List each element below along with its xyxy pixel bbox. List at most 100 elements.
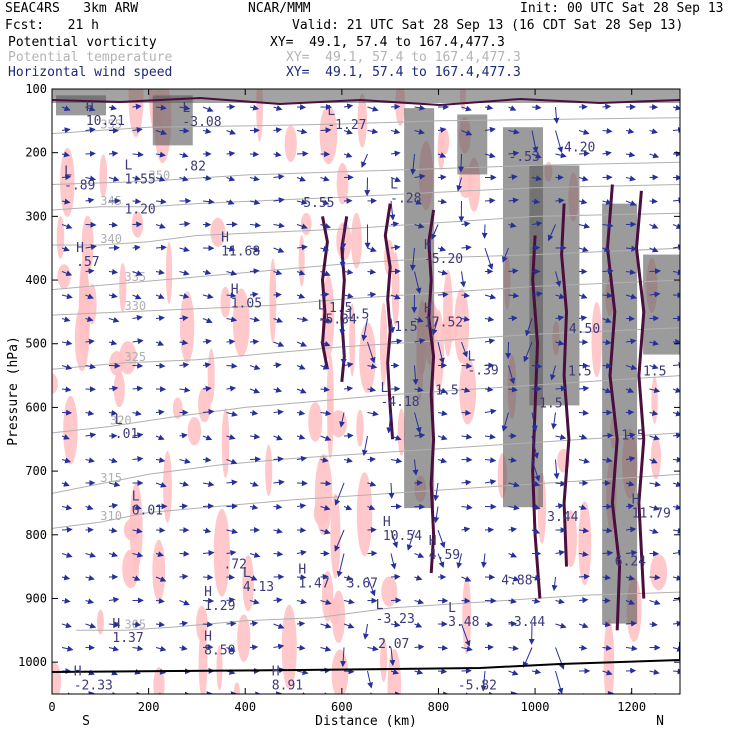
pv-tropopause-contour xyxy=(52,96,680,107)
wind-vector xyxy=(320,573,329,580)
pv-contour-label-5: 1.5 xyxy=(568,365,591,380)
wind-vector xyxy=(672,244,680,251)
theta-contour-9 xyxy=(52,161,680,185)
wind-vector xyxy=(226,597,236,604)
wind-vector xyxy=(132,175,141,182)
theta-contour-1 xyxy=(52,473,680,529)
forecast-hour: Fcst: 21 h xyxy=(5,18,99,33)
hl-letter-36: H xyxy=(204,585,212,600)
wind-vector xyxy=(484,316,495,323)
wind-vector xyxy=(343,152,353,158)
pv-fill-patch xyxy=(308,402,323,442)
wind-vector xyxy=(132,621,142,628)
wind-vector xyxy=(61,127,71,134)
wind-vector xyxy=(296,574,307,581)
pv-fill-patch xyxy=(232,288,250,357)
wind-vector xyxy=(602,199,613,205)
pv-fill-patch xyxy=(313,500,329,526)
wind-vector xyxy=(132,410,142,417)
wind-vector xyxy=(484,457,497,464)
pv-fill-patch xyxy=(443,270,453,357)
pv-fill-patch xyxy=(437,128,445,170)
y-tick-label-7: 800 xyxy=(25,528,47,542)
wind-vector xyxy=(508,292,520,299)
hl-value-0: 10.21 xyxy=(86,114,125,129)
hl-letter-13: L xyxy=(318,298,326,313)
wind-vector xyxy=(202,550,215,556)
wind-vector xyxy=(414,271,422,295)
pv-contour-label-1: 1.5 xyxy=(346,307,369,322)
pv-fill-patch xyxy=(187,417,202,446)
pv-fill-patch xyxy=(265,444,273,497)
wind-vector xyxy=(202,481,215,487)
pv-fill-patch xyxy=(651,376,658,424)
wind-vector xyxy=(273,479,285,486)
hl-letter-3: H xyxy=(76,241,84,256)
wind-vector xyxy=(132,126,143,133)
wind-vector xyxy=(179,481,190,487)
wind-vector xyxy=(431,224,439,240)
wind-vector xyxy=(132,385,144,392)
wind-vector xyxy=(249,481,259,487)
wind-vector xyxy=(414,622,423,628)
hl-value-9: 1.05 xyxy=(231,297,262,312)
pv-fill-patch xyxy=(356,409,364,447)
wind-vector xyxy=(531,175,542,182)
field-xy-pv: XY= 49.1, 57.4 to 167.4,477.3 xyxy=(270,35,505,50)
terrain-line xyxy=(52,642,680,673)
pv-fill-patch xyxy=(52,662,62,694)
wind-vector xyxy=(672,456,680,463)
wind-vector xyxy=(179,599,190,606)
hl-value-26: 4.59 xyxy=(429,548,460,563)
wind-vector xyxy=(320,528,331,535)
wind-vector xyxy=(625,200,637,206)
hl-value-34: 6.24 xyxy=(615,554,646,569)
wind-vector xyxy=(179,315,189,322)
wind-vector xyxy=(67,692,74,694)
wind-vector xyxy=(461,645,473,652)
wind-vector xyxy=(410,153,417,176)
wind-vector xyxy=(625,526,637,533)
wind-vector xyxy=(578,527,590,534)
wind-vector xyxy=(461,244,472,251)
wind-vector xyxy=(555,434,567,441)
wind-vector xyxy=(226,338,236,345)
hl-value-37: 8.50 xyxy=(204,644,235,659)
wind-vector xyxy=(484,433,496,440)
wind-vector xyxy=(649,434,660,441)
pv-fill-patch xyxy=(319,105,338,165)
wind-vector xyxy=(555,503,565,510)
hl-value-19: .01 xyxy=(115,427,138,442)
wind-vector xyxy=(296,364,306,370)
pv-fill-patch xyxy=(327,383,334,459)
wind-vector xyxy=(155,293,165,300)
pv-fill-patch xyxy=(56,216,65,259)
hl-letter-17: L xyxy=(380,381,388,396)
hl-letter-10: L xyxy=(327,104,335,119)
wind-vector xyxy=(273,173,285,180)
wind-vector xyxy=(155,457,166,463)
wind-vector xyxy=(461,504,473,511)
wind-vector xyxy=(390,150,401,157)
pv-fill-patch xyxy=(233,682,241,694)
wind-vector xyxy=(61,386,72,393)
wind-vector xyxy=(343,668,355,675)
wind-vector xyxy=(202,574,214,581)
y-tick-label-9: 1000 xyxy=(18,655,47,669)
wind-vector xyxy=(484,126,496,133)
wind-vector xyxy=(132,551,144,558)
wind-vector xyxy=(339,247,346,268)
hl-value-28: 2.07 xyxy=(378,637,409,652)
hl-value-6: -3.08 xyxy=(182,115,221,130)
wind-vector xyxy=(389,318,396,334)
pv-fill-patch xyxy=(172,397,183,420)
wind-vector xyxy=(179,645,188,651)
wind-vector xyxy=(202,385,212,392)
pv-contour-7 xyxy=(634,190,646,599)
wind-vector xyxy=(578,222,591,229)
y-tick-label-2: 300 xyxy=(25,209,47,223)
wind-vector xyxy=(85,622,97,629)
hl-value-7: .82 xyxy=(182,160,205,175)
wind-vector xyxy=(433,482,440,502)
